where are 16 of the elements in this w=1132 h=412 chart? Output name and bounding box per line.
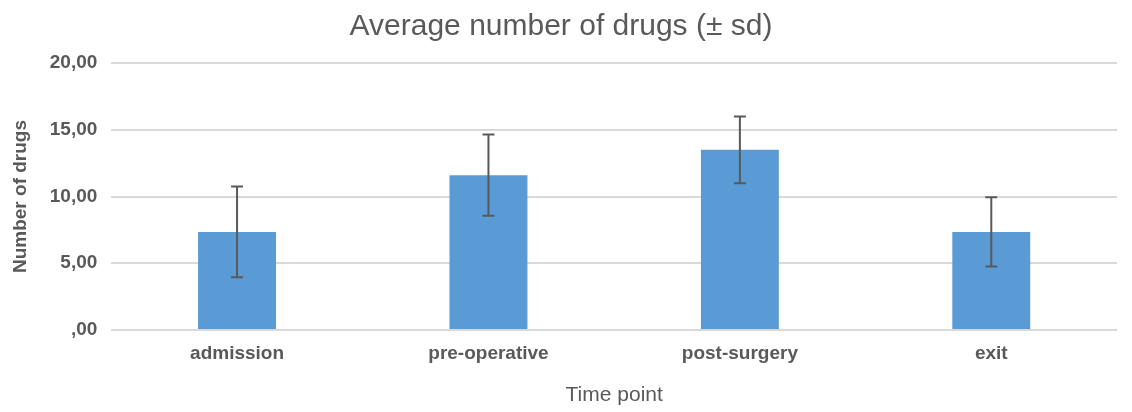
y-axis-title: Number of drugs (8, 119, 30, 274)
x-axis-title: Time point (565, 382, 663, 406)
y-tick-label: 5,00 (60, 251, 98, 273)
bar (952, 231, 1031, 329)
x-tick-label: exit (974, 341, 1009, 363)
x-tick-label: pre-operative (428, 341, 549, 363)
y-tick-label: 15,00 (49, 117, 98, 139)
y-tick-label: 20,00 (49, 51, 98, 73)
bar (449, 175, 528, 329)
bar (198, 231, 277, 329)
x-tick-label: admission (190, 341, 285, 363)
y-tick-label: 10,00 (49, 184, 98, 206)
y-tick-label: ,00 (70, 318, 98, 340)
chart-title: Average number of drugs (± sd) (349, 8, 773, 42)
x-tick-label: post-surgery (681, 341, 799, 363)
bar (700, 149, 779, 329)
